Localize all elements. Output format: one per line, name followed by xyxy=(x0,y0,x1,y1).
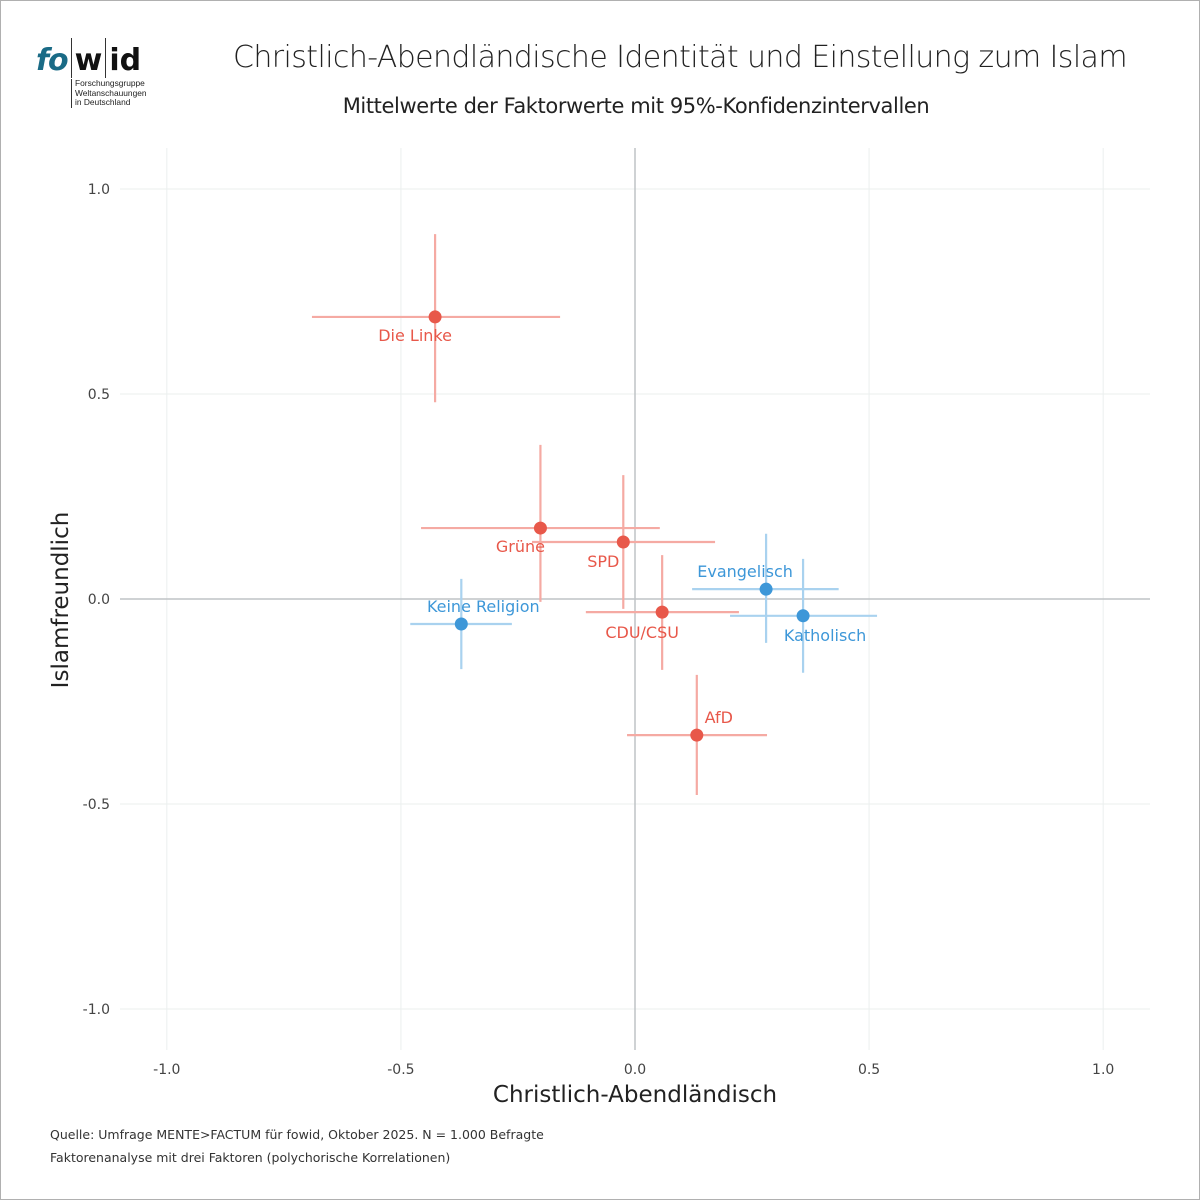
data-point xyxy=(759,582,773,596)
y-axis-title: Islamfreundlich xyxy=(48,512,74,689)
chart-subtitle: Mittelwerte der Faktorwerte mit 95%-Konf… xyxy=(342,94,930,118)
point-label: AfD xyxy=(705,708,733,727)
y-tick-label: 0.5 xyxy=(88,387,110,403)
source-caption: Quelle: Umfrage MENTE>FACTUM für fowid, … xyxy=(50,1127,544,1142)
y-tick-label: -0.5 xyxy=(83,797,110,813)
point-label: Keine Religion xyxy=(427,597,540,616)
tick-labels: -1.0 -0.5 0.0 0.5 1.0 -1.0 -0.5 0.0 0.5 1.0 xyxy=(83,182,1115,1078)
logo-divider xyxy=(105,38,107,78)
chart-title: Christlich-Abendländische Identität und … xyxy=(233,40,1128,75)
data-point xyxy=(616,535,630,549)
logo-w: w xyxy=(74,43,103,78)
zero-lines xyxy=(120,148,1150,1050)
x-axis-title: Christlich-Abendländisch xyxy=(493,1082,777,1108)
point-label: CDU/CSU xyxy=(605,623,679,642)
y-tick-label: 1.0 xyxy=(88,182,110,198)
logo-fo: fo xyxy=(36,43,69,78)
data-point xyxy=(454,617,468,631)
data-point xyxy=(428,310,442,324)
logo-wordmark: fo w id xyxy=(36,38,142,78)
data-points xyxy=(428,310,810,742)
y-tick-label: 0.0 xyxy=(88,592,110,608)
data-point xyxy=(655,605,669,619)
y-tick-label: -1.0 xyxy=(83,1002,110,1018)
x-tick-label: 1.0 xyxy=(1092,1062,1114,1078)
point-label: Katholisch xyxy=(784,626,866,645)
point-labels: Die Linke Grüne SPD CDU/CSU AfD Keine Religio… xyxy=(378,326,866,727)
logo-tagline-line: Weltanschauungen xyxy=(75,87,147,98)
data-point xyxy=(690,728,704,742)
logo-divider xyxy=(70,38,72,78)
logo-tagline: Forschungsgruppe Weltanschauungen in Deu… xyxy=(71,78,147,108)
logo-tagline-line: in Deutschland xyxy=(75,97,131,108)
data-point xyxy=(796,609,810,623)
x-tick-label: -1.0 xyxy=(153,1062,180,1078)
point-label: SPD xyxy=(587,552,619,571)
confidence-intervals xyxy=(311,234,878,795)
logo-tagline-line: Forschungsgruppe xyxy=(75,78,145,88)
method-caption: Faktorenanalyse mit drei Faktoren (polyc… xyxy=(50,1150,451,1165)
fowid-logo: fo w id Forschungsgruppe Weltanschauunge… xyxy=(36,38,156,112)
x-tick-label: -0.5 xyxy=(387,1062,414,1078)
point-label: Grüne xyxy=(496,537,545,556)
data-point xyxy=(533,521,547,535)
x-tick-label: 0.0 xyxy=(624,1062,646,1078)
logo-id: id xyxy=(109,43,142,78)
point-label: Die Linke xyxy=(378,326,452,345)
x-tick-label: 0.5 xyxy=(858,1062,880,1078)
point-label: Evangelisch xyxy=(697,562,793,581)
